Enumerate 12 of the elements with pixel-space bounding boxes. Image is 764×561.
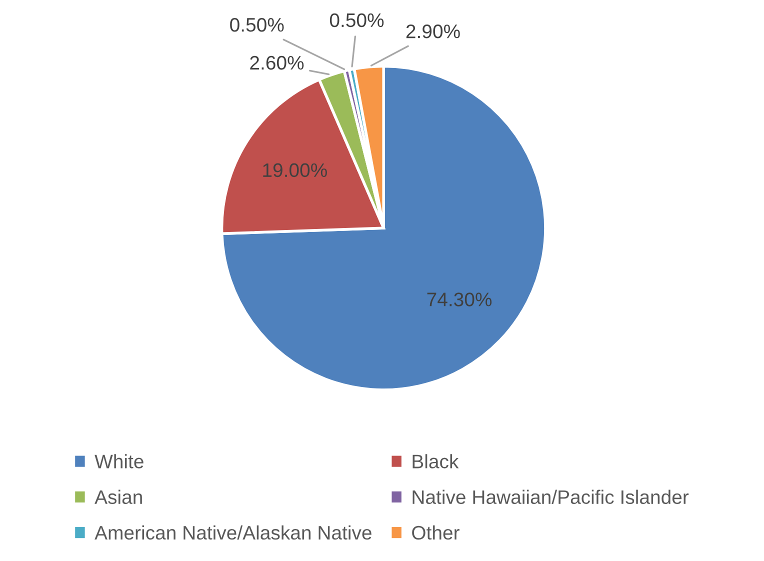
legend-label: American Native/Alaskan Native [94, 525, 372, 540]
data-label: 2.60% [250, 56, 304, 70]
data-label: 0.50% [230, 18, 284, 32]
legend-label: Other [412, 525, 460, 540]
legend-label: Black [412, 454, 459, 468]
data-label: 19.00% [263, 163, 327, 178]
legend-label: Asian [94, 490, 142, 504]
data-label: 0.50% [330, 13, 384, 28]
data-label: 2.90% [406, 24, 460, 38]
data-label: 74.30% [427, 292, 492, 306]
legend-label: Native Hawaiian/Pacific Islander [412, 490, 689, 504]
legend-label: White [94, 454, 144, 468]
